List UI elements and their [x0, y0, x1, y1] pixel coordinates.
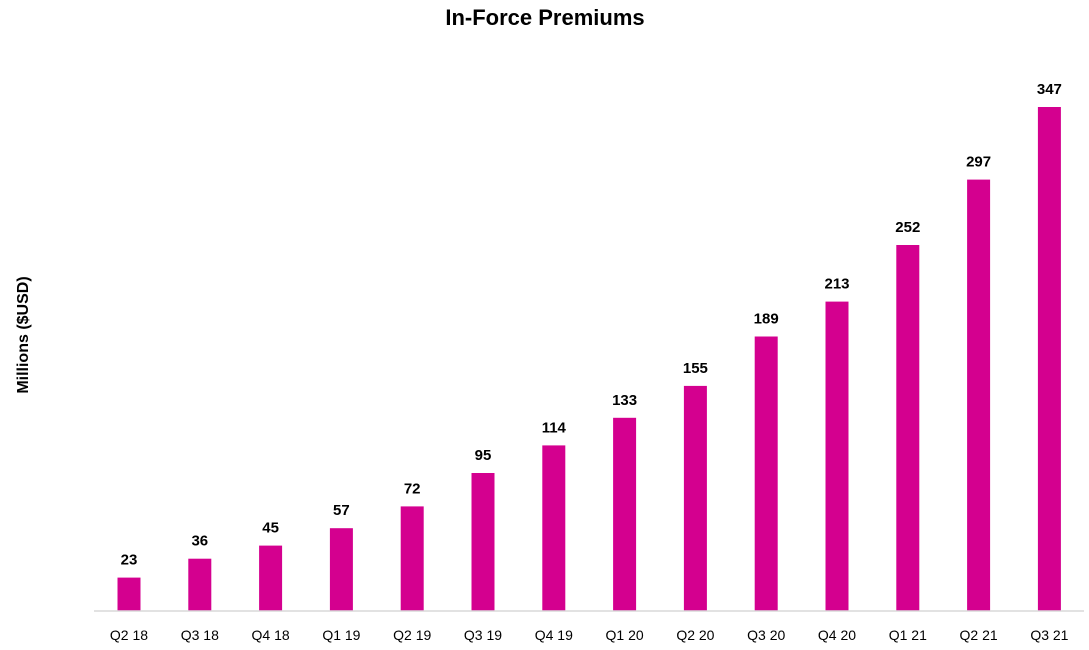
data-label: 45 — [262, 520, 279, 537]
data-label: 114 — [542, 419, 567, 436]
bar — [967, 179, 991, 611]
bars-group — [117, 107, 1061, 611]
x-tick-label: Q2 21 — [960, 627, 998, 643]
bar — [1037, 107, 1061, 611]
x-tick-labels-group: Q2 18 Q3 18 Q4 18 Q1 19 Q2 19 Q3 19 Q4 19 Q1 20… — [110, 627, 1069, 643]
bar — [188, 558, 212, 611]
x-tick-label: Q2 18 — [110, 627, 148, 643]
data-label: 95 — [475, 447, 492, 464]
data-label: 155 — [683, 360, 708, 377]
x-tick-label: Q3 21 — [1030, 627, 1068, 643]
data-label: 189 — [754, 311, 779, 328]
bar — [613, 417, 637, 611]
bar — [683, 385, 707, 611]
bar — [825, 301, 849, 611]
bar — [754, 336, 778, 611]
x-tick-label: Q4 18 — [252, 627, 290, 643]
bar — [117, 577, 141, 611]
data-label: 23 — [121, 552, 138, 569]
data-labels-group: 23 36 45 57 72 95 114 133 155 189 213 252 297 347 — [121, 81, 1062, 569]
x-tick-label: Q1 20 — [606, 627, 644, 643]
bar — [329, 528, 353, 611]
x-tick-label: Q4 19 — [535, 627, 573, 643]
data-label: 72 — [404, 480, 421, 497]
data-label: 347 — [1037, 81, 1062, 98]
data-label: 297 — [966, 154, 991, 171]
bar — [542, 445, 566, 611]
bar — [471, 473, 495, 611]
x-tick-label: Q1 21 — [889, 627, 927, 643]
bar — [400, 506, 424, 611]
x-tick-label: Q3 19 — [464, 627, 502, 643]
data-label: 133 — [612, 392, 637, 409]
x-tick-label: Q2 19 — [393, 627, 431, 643]
data-label: 213 — [824, 276, 849, 293]
x-tick-label: Q3 18 — [181, 627, 219, 643]
data-label: 36 — [191, 533, 208, 550]
y-axis-label: Millions ($USD) — [15, 276, 32, 393]
chart-title: In-Force Premiums — [445, 5, 644, 30]
x-tick-label: Q3 20 — [747, 627, 785, 643]
x-tick-label: Q1 19 — [322, 627, 360, 643]
bar — [259, 545, 283, 611]
data-label: 57 — [333, 502, 350, 519]
x-tick-label: Q2 20 — [676, 627, 714, 643]
bar — [896, 245, 920, 611]
data-label: 252 — [895, 219, 920, 236]
x-tick-label: Q4 20 — [818, 627, 856, 643]
